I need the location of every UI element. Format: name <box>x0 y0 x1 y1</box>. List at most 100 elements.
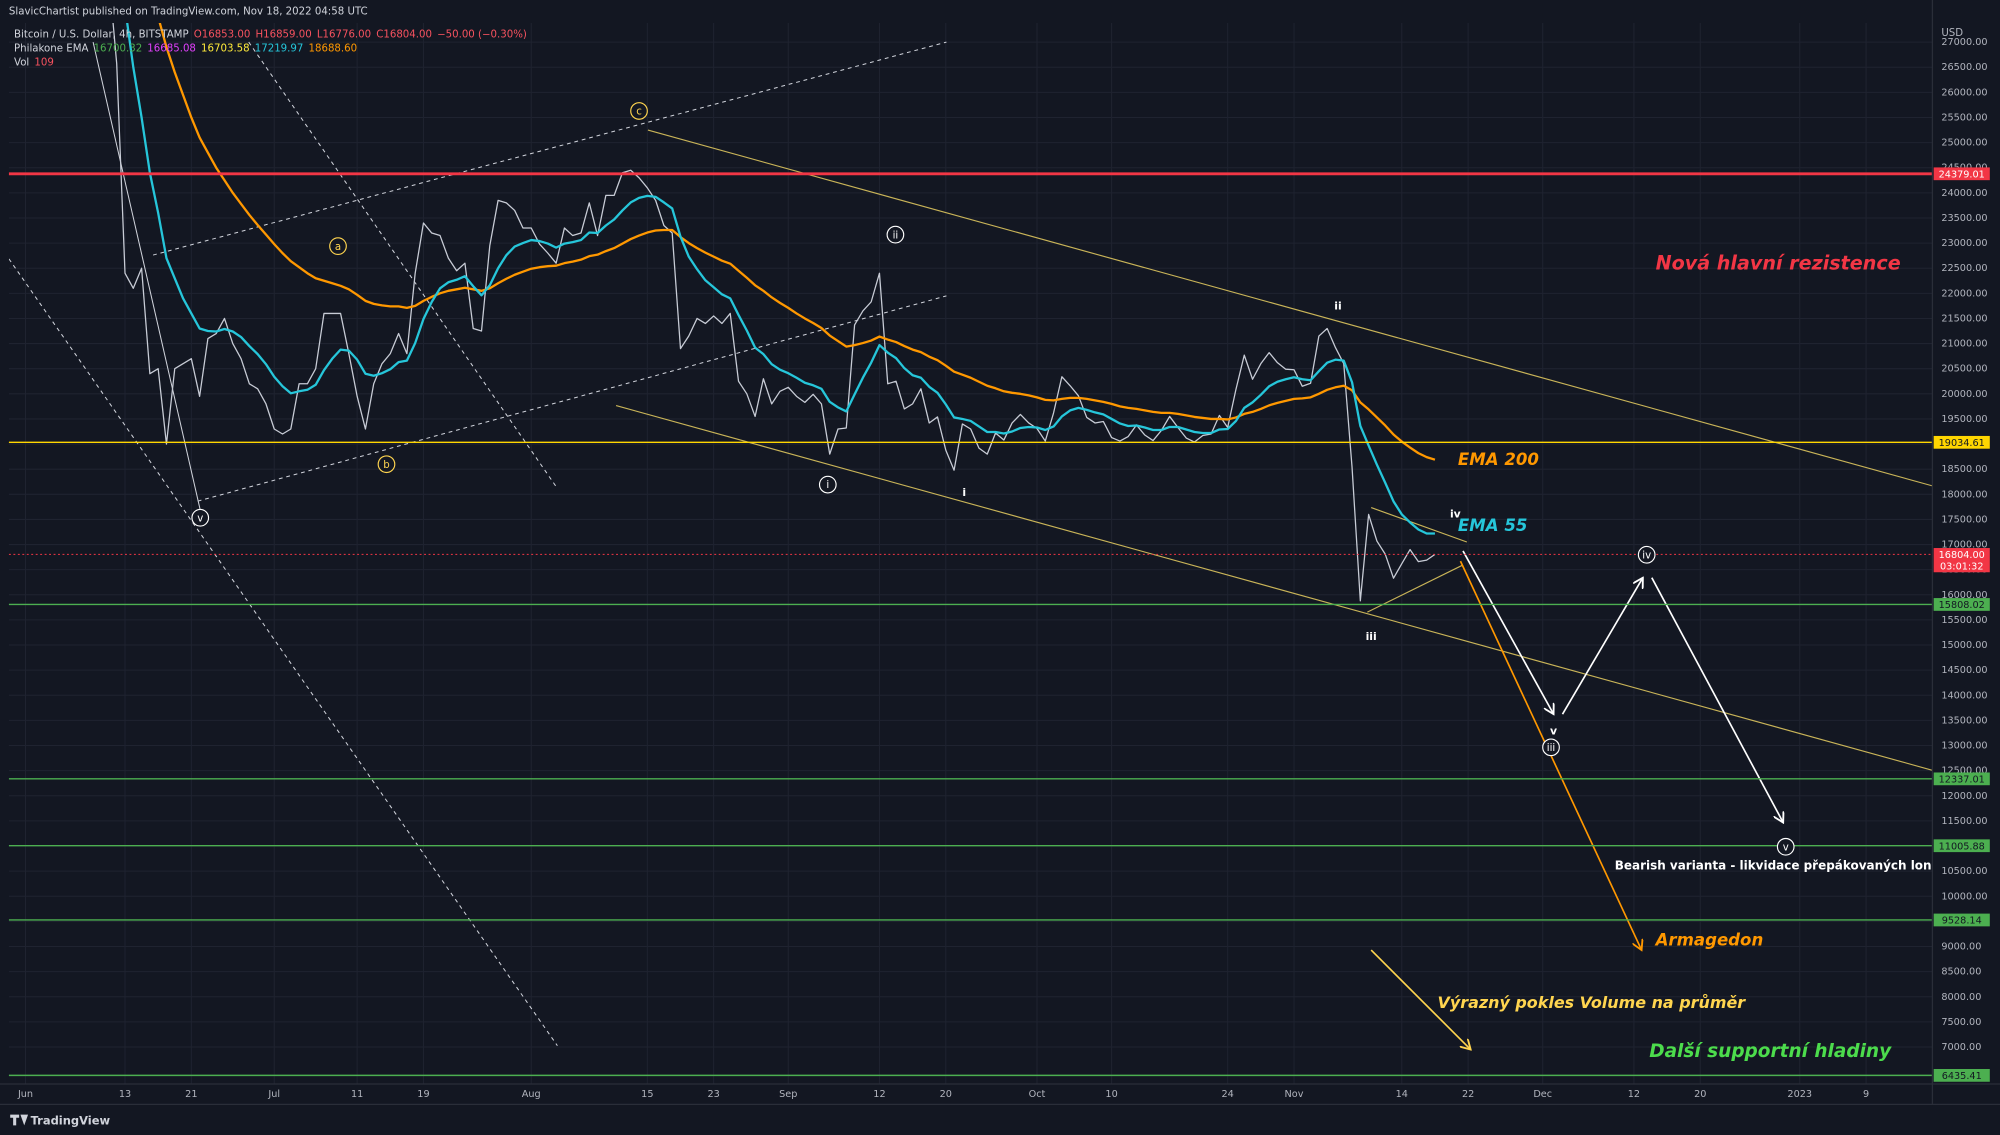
levels <box>8 172 1933 1077</box>
published-line: SlavicChartist published on TradingView.… <box>9 6 368 17</box>
wave-label: ii <box>1334 300 1341 313</box>
y-tick-label: 19500.00 <box>1941 414 1987 425</box>
level-label: 12337.01 <box>1939 774 1985 785</box>
level-badge <box>1933 839 1990 853</box>
wave-circle <box>1542 738 1560 757</box>
x-tick-label: 10 <box>1105 1089 1117 1100</box>
price-line <box>112 22 1436 602</box>
y-tick-label: 10000.00 <box>1941 891 1987 902</box>
x-tick-label: 21 <box>185 1089 197 1100</box>
y-tick-label: 10500.00 <box>1941 866 1987 877</box>
path-arrow <box>1561 578 1643 715</box>
y-tick-label: 26500.00 <box>1941 62 1987 73</box>
x-tick-label: Aug <box>522 1089 541 1100</box>
wave-label: iii <box>1366 630 1377 643</box>
annotation: Armagedon <box>1654 931 1764 950</box>
level-badge <box>1933 167 1990 181</box>
time-axis-panel <box>0 1083 1933 1105</box>
indicator-value: 16703.58 <box>201 43 250 54</box>
brand: TradingView <box>31 1113 111 1127</box>
x-tick-label: 13 <box>119 1089 131 1100</box>
header: SlavicChartist published on TradingView.… <box>9 6 1963 68</box>
currency: USD <box>1941 28 1963 39</box>
wave-label: i <box>962 486 966 499</box>
wave-label: v <box>1550 724 1557 737</box>
series-label: EMA 200 <box>1458 450 1539 469</box>
level-badge <box>1933 772 1990 786</box>
y-tick-label: 15500.00 <box>1941 615 1987 626</box>
ohlc-value: C16804.00 <box>376 29 432 40</box>
level-label: 19034.61 <box>1939 438 1985 449</box>
annotations: EMA 200 EMA 55 Nová hlavní rezistence Beari… <box>191 102 1949 1062</box>
x-tick-label: Jul <box>267 1089 280 1100</box>
last-price-badge <box>1933 548 1990 573</box>
annotation: Výrazný pokles Volume na průměr <box>1438 993 1747 1012</box>
x-tick-label: 9 <box>1863 1089 1869 1100</box>
level-label: 24379.01 <box>1939 169 1985 180</box>
level-badge <box>1933 598 1990 611</box>
path-arrow <box>1462 550 1554 714</box>
y-tick-label: 14000.00 <box>1941 690 1987 701</box>
symbol: Bitcoin / U.S. Dollar, 4h, BITSTAMP <box>14 29 189 40</box>
trend-line <box>92 41 201 511</box>
channel-line <box>8 258 558 1047</box>
y-tick-label: 18000.00 <box>1941 489 1987 500</box>
y-tick-label: 26000.00 <box>1941 87 1987 98</box>
volume-value: 109 <box>34 57 53 68</box>
ohlc-value: −50.00 (−0.30%) <box>437 29 527 40</box>
wave-label: iii <box>1547 743 1556 754</box>
level-label: 9528.14 <box>1942 916 1982 927</box>
wave-circle <box>1637 545 1656 564</box>
x-tick-label: Oct <box>1029 1089 1046 1100</box>
x-tick-label: 15 <box>641 1089 653 1100</box>
volume-arrow <box>1370 949 1470 1049</box>
y-tick-label: 21000.00 <box>1941 339 1987 350</box>
x-tick-label: 23 <box>707 1089 719 1100</box>
x-tick-label: 12 <box>873 1089 885 1100</box>
x-tick-label: 12 <box>1628 1089 1640 1100</box>
y-tick-label: 21500.00 <box>1941 313 1987 324</box>
y-tick-label: 25000.00 <box>1941 138 1987 149</box>
channel-line <box>615 404 1933 771</box>
channel-line <box>647 129 1933 487</box>
y-tick-label: 22500.00 <box>1941 263 1987 274</box>
wave-circle <box>1776 837 1795 856</box>
wave-circle <box>818 475 837 494</box>
volume-name: Vol <box>14 57 29 68</box>
wave-circle <box>191 508 210 527</box>
y-tick-label: 15000.00 <box>1941 640 1987 651</box>
wave-label: b <box>383 460 389 471</box>
y-tick-label: 23500.00 <box>1941 213 1987 224</box>
indicator-value: 16685.08 <box>147 43 196 54</box>
channel-line <box>248 41 558 489</box>
y-tick-label: 7000.00 <box>1941 1042 1981 1053</box>
x-tick-label: 14 <box>1396 1089 1408 1100</box>
x-tick-label: 22 <box>1462 1089 1474 1100</box>
price-line <box>126 22 1435 535</box>
wave-label: ii <box>893 230 899 241</box>
level-badge <box>1933 435 1990 449</box>
x-tick-label: 20 <box>1694 1089 1706 1100</box>
wave-label: a <box>335 242 341 253</box>
level-badge <box>1933 1068 1990 1082</box>
y-tick-label: 27000.00 <box>1941 37 1987 48</box>
ohlc-value: H16859.00 <box>255 29 311 40</box>
indicator-name: Philakone EMA <box>14 43 88 54</box>
x-tick-label: 2023 <box>1787 1089 1812 1100</box>
x-tick-label: Nov <box>1285 1089 1304 1100</box>
y-tick-label: 23000.00 <box>1941 238 1987 249</box>
axes: 7000.007500.008000.008500.009000.009500.… <box>17 37 1990 1100</box>
y-tick-label: 11500.00 <box>1941 816 1987 827</box>
y-tick-label: 9000.00 <box>1941 942 1981 953</box>
path-arrow <box>1651 577 1783 823</box>
level-badge <box>1933 913 1990 927</box>
y-tick-label: 20500.00 <box>1941 364 1987 375</box>
y-tick-label: 18500.00 <box>1941 464 1987 475</box>
level-label: 15808.02 <box>1939 600 1985 611</box>
y-tick-label: 20000.00 <box>1941 389 1987 400</box>
y-tick-label: 22000.00 <box>1941 288 1987 299</box>
wave-circle <box>886 225 905 244</box>
x-tick-label: 24 <box>1222 1089 1234 1100</box>
